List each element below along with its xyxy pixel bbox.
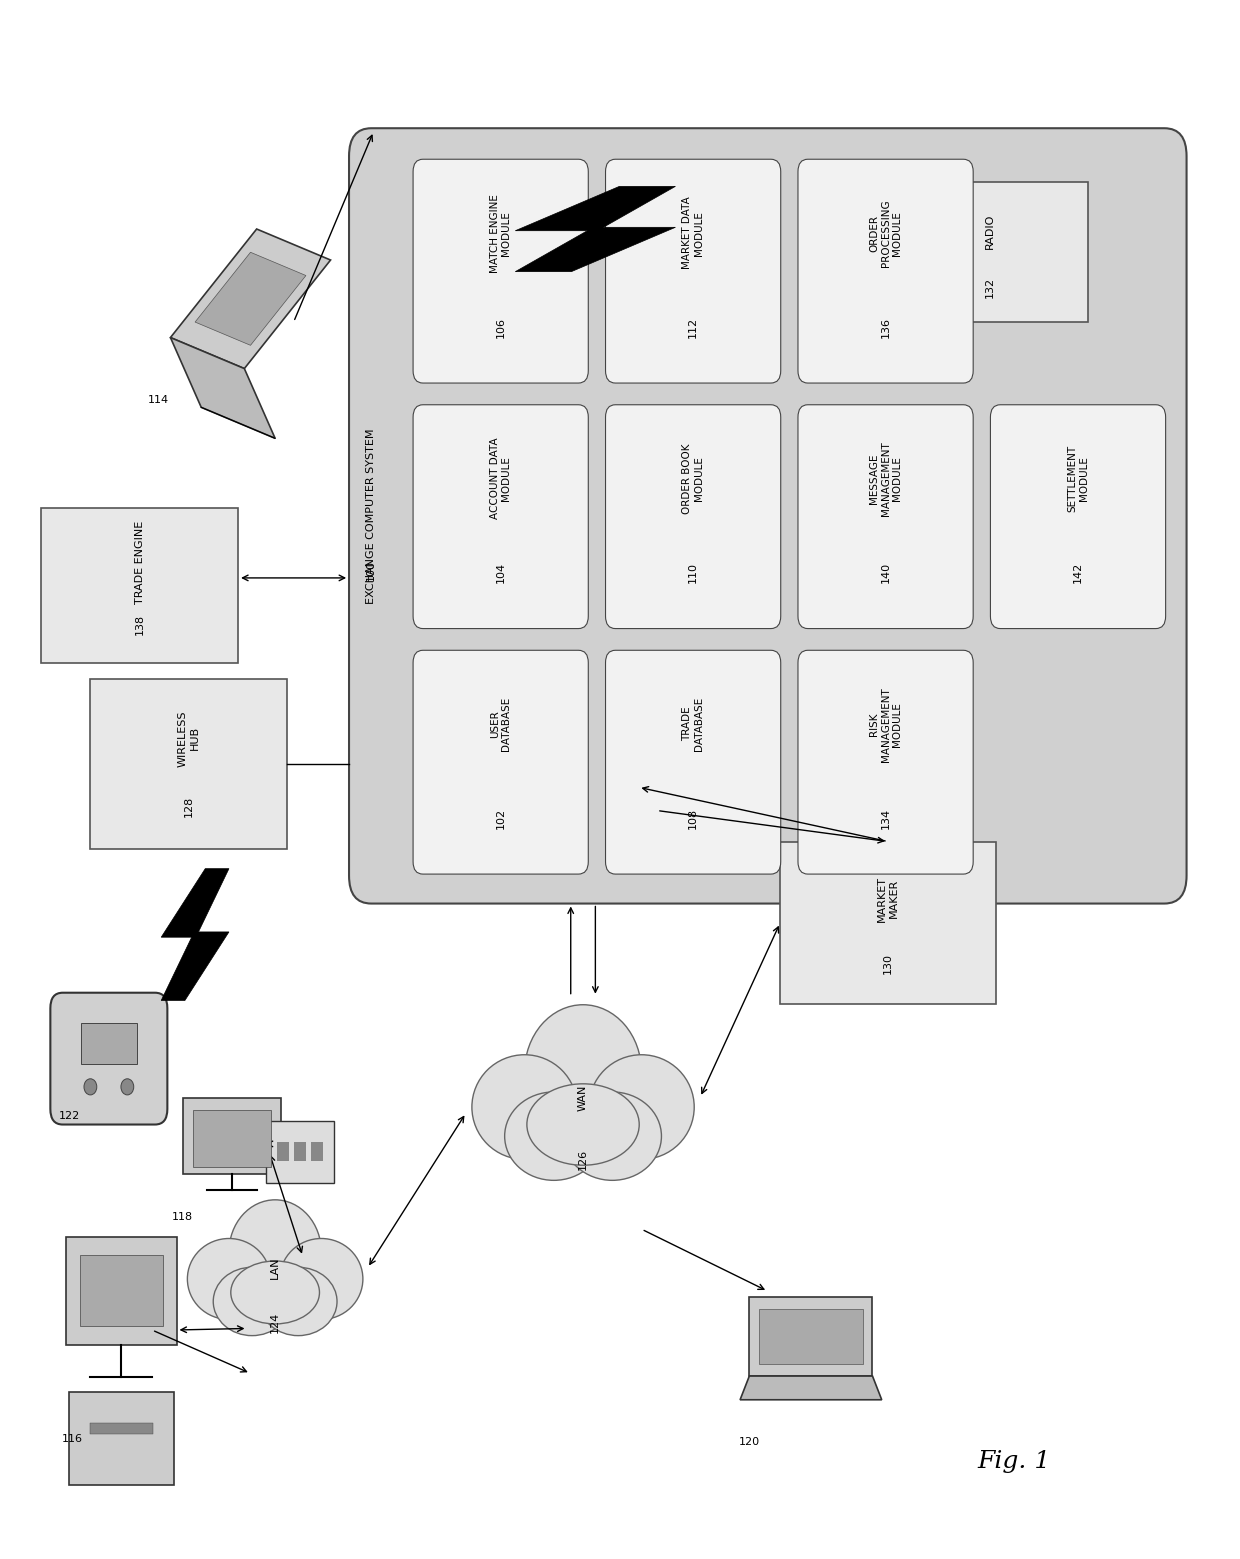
Ellipse shape bbox=[525, 1004, 641, 1140]
FancyBboxPatch shape bbox=[799, 159, 973, 384]
FancyBboxPatch shape bbox=[348, 128, 1187, 904]
Text: MARKET
MAKER: MARKET MAKER bbox=[877, 876, 899, 921]
Bar bbox=[780, 842, 996, 1004]
Text: 138: 138 bbox=[135, 614, 145, 635]
Ellipse shape bbox=[231, 1261, 320, 1324]
FancyBboxPatch shape bbox=[605, 650, 781, 875]
Text: 100: 100 bbox=[366, 560, 376, 580]
Text: WAN: WAN bbox=[578, 1084, 588, 1110]
Text: 142: 142 bbox=[1073, 561, 1083, 583]
Bar bbox=[310, 1143, 322, 1161]
Text: 120: 120 bbox=[739, 1437, 760, 1447]
Ellipse shape bbox=[229, 1200, 321, 1305]
Text: MARKET DATA
MODULE: MARKET DATA MODULE bbox=[682, 196, 704, 270]
Bar bbox=[892, 182, 1087, 323]
Ellipse shape bbox=[589, 1055, 694, 1160]
Text: Fig. 1: Fig. 1 bbox=[977, 1450, 1050, 1473]
FancyBboxPatch shape bbox=[413, 405, 588, 628]
Text: ACCOUNT DATA
MODULE: ACCOUNT DATA MODULE bbox=[490, 438, 511, 519]
Ellipse shape bbox=[505, 1091, 603, 1180]
Bar bbox=[265, 1121, 334, 1183]
Text: 140: 140 bbox=[880, 563, 890, 583]
Bar bbox=[192, 1110, 272, 1166]
Bar bbox=[79, 1255, 162, 1327]
Circle shape bbox=[122, 1079, 134, 1094]
FancyBboxPatch shape bbox=[413, 159, 588, 384]
Bar bbox=[91, 678, 288, 850]
Text: MATCH ENGINE
MODULE: MATCH ENGINE MODULE bbox=[490, 193, 511, 273]
Bar bbox=[277, 1143, 289, 1161]
Text: RISK
MANAGEMENT
MODULE: RISK MANAGEMENT MODULE bbox=[869, 688, 903, 761]
Ellipse shape bbox=[259, 1267, 337, 1336]
Text: ORDER
PROCESSING
MODULE: ORDER PROCESSING MODULE bbox=[869, 200, 903, 267]
Text: MESSAGE
MANAGEMENT
MODULE: MESSAGE MANAGEMENT MODULE bbox=[869, 441, 903, 516]
Polygon shape bbox=[749, 1297, 873, 1377]
FancyBboxPatch shape bbox=[605, 405, 781, 628]
FancyBboxPatch shape bbox=[991, 405, 1166, 628]
Text: 106: 106 bbox=[496, 316, 506, 338]
Text: TRADE ENGINE: TRADE ENGINE bbox=[135, 521, 145, 603]
Text: 118: 118 bbox=[172, 1211, 193, 1222]
Bar bbox=[294, 1143, 306, 1161]
Text: 104: 104 bbox=[496, 563, 506, 583]
Text: LAN: LAN bbox=[270, 1257, 280, 1280]
Text: 112: 112 bbox=[688, 316, 698, 338]
Text: 108: 108 bbox=[688, 808, 698, 829]
Text: 102: 102 bbox=[496, 808, 506, 829]
Text: 110: 110 bbox=[688, 563, 698, 583]
Bar bbox=[66, 1236, 176, 1345]
Ellipse shape bbox=[472, 1055, 577, 1160]
Text: 122: 122 bbox=[58, 1112, 81, 1121]
Ellipse shape bbox=[213, 1267, 291, 1336]
Bar bbox=[759, 1310, 863, 1364]
Ellipse shape bbox=[527, 1084, 639, 1165]
Ellipse shape bbox=[187, 1238, 270, 1319]
Text: 116: 116 bbox=[62, 1434, 82, 1444]
Text: TRADE
DATABASE: TRADE DATABASE bbox=[682, 697, 704, 751]
Text: 134: 134 bbox=[880, 808, 890, 829]
Text: 114: 114 bbox=[148, 394, 169, 405]
Text: 130: 130 bbox=[883, 953, 893, 974]
Polygon shape bbox=[740, 1377, 882, 1400]
Ellipse shape bbox=[563, 1091, 661, 1180]
FancyBboxPatch shape bbox=[51, 993, 167, 1124]
Bar bbox=[89, 1423, 153, 1434]
Polygon shape bbox=[195, 253, 306, 345]
Text: EXCHANGE COMPUTER SYSTEM: EXCHANGE COMPUTER SYSTEM bbox=[366, 429, 376, 603]
Text: 128: 128 bbox=[184, 797, 193, 817]
FancyBboxPatch shape bbox=[799, 650, 973, 875]
FancyBboxPatch shape bbox=[413, 650, 588, 875]
Bar bbox=[41, 508, 238, 663]
Text: 124: 124 bbox=[270, 1311, 280, 1333]
Text: ORDER BOOK
MODULE: ORDER BOOK MODULE bbox=[682, 443, 704, 514]
Ellipse shape bbox=[280, 1238, 363, 1319]
Text: USER
DATABASE: USER DATABASE bbox=[490, 697, 511, 751]
Polygon shape bbox=[161, 868, 229, 1001]
Text: 126: 126 bbox=[578, 1149, 588, 1169]
Polygon shape bbox=[170, 229, 331, 368]
FancyBboxPatch shape bbox=[605, 159, 781, 384]
Text: RADIO: RADIO bbox=[985, 214, 994, 249]
Bar bbox=[69, 1392, 174, 1486]
Text: 132: 132 bbox=[985, 276, 994, 298]
Circle shape bbox=[84, 1079, 97, 1094]
Text: WIRELESS
HUB: WIRELESS HUB bbox=[179, 711, 200, 767]
Bar bbox=[81, 1023, 136, 1063]
Polygon shape bbox=[170, 338, 275, 438]
FancyBboxPatch shape bbox=[799, 405, 973, 628]
Bar bbox=[182, 1098, 281, 1174]
Text: SETTLEMENT
MODULE: SETTLEMENT MODULE bbox=[1068, 444, 1089, 513]
Text: 136: 136 bbox=[880, 316, 890, 338]
Polygon shape bbox=[516, 187, 676, 271]
